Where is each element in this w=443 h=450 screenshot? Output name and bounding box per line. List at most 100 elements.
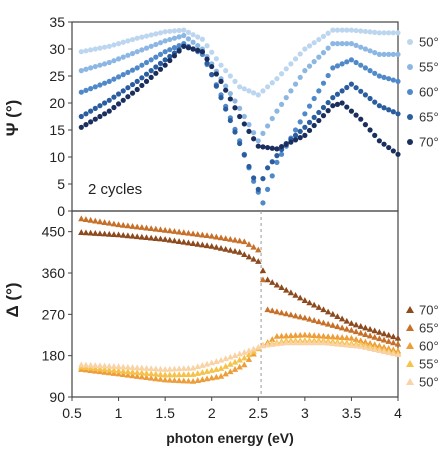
data-point [353, 112, 359, 118]
data-point [265, 144, 271, 151]
data-point [120, 363, 127, 370]
data-point [166, 371, 173, 378]
data-point [213, 358, 220, 364]
data-point [283, 332, 290, 339]
data-point [306, 43, 313, 49]
legend-label: 65° [419, 110, 439, 125]
data-point [264, 306, 271, 313]
data-point [227, 117, 233, 124]
data-point [153, 31, 159, 37]
data-point [175, 365, 183, 372]
y-tick-label: 25 [49, 68, 65, 84]
data-point [390, 77, 396, 83]
data-point [274, 108, 280, 114]
data-point [334, 313, 341, 320]
data-point [297, 51, 303, 57]
data-point [185, 364, 192, 371]
data-point [264, 276, 271, 283]
data-point [194, 363, 201, 370]
y-tick-label: 5 [57, 176, 65, 192]
data-point [362, 331, 369, 337]
x-tick-label: 2.5 [249, 405, 269, 421]
data-point [223, 87, 229, 93]
data-point [330, 103, 336, 109]
data-point [115, 74, 122, 80]
data-point [134, 364, 141, 371]
data-point [97, 62, 103, 68]
data-point [357, 329, 364, 336]
legend-marker [406, 378, 414, 385]
data-point [208, 367, 215, 373]
data-point [395, 51, 401, 58]
data-point [115, 91, 122, 97]
data-point [139, 34, 145, 40]
data-point [92, 63, 98, 70]
data-point [88, 119, 94, 125]
data-point [106, 78, 112, 84]
data-point [190, 32, 196, 38]
data-point [157, 51, 164, 58]
legend-label: 70° [419, 303, 439, 318]
data-point [185, 45, 192, 51]
data-point [288, 61, 294, 67]
data-point [115, 231, 122, 238]
data-point [320, 113, 327, 119]
data-point [372, 29, 378, 35]
data-point [367, 95, 373, 102]
data-point [134, 223, 141, 230]
data-point [366, 325, 374, 332]
data-point [339, 27, 345, 33]
data-point [181, 32, 187, 39]
data-point [236, 363, 243, 370]
y-tick-label: 35 [49, 14, 65, 30]
data-point [152, 365, 160, 372]
data-point [306, 63, 313, 69]
data-point [325, 108, 331, 114]
data-point [148, 32, 154, 38]
data-point [260, 130, 266, 136]
data-point [255, 246, 262, 253]
data-point [143, 33, 150, 39]
data-point [283, 95, 289, 101]
data-point [185, 239, 192, 246]
data-point [143, 369, 150, 376]
data-point [171, 237, 178, 244]
legend-label: 65° [419, 321, 439, 336]
data-point [110, 231, 118, 237]
data-point [166, 236, 173, 243]
data-point [171, 45, 178, 51]
data-point [134, 373, 141, 379]
x-tick-label: 3.5 [342, 405, 362, 421]
data-point [241, 354, 248, 361]
data-point [125, 94, 131, 100]
data-point [334, 63, 341, 69]
data-point [231, 366, 239, 372]
data-point [246, 163, 252, 170]
data-point [124, 371, 132, 378]
data-point [292, 127, 299, 133]
data-point [203, 360, 211, 367]
data-point [92, 105, 98, 111]
data-point [129, 67, 136, 73]
data-point [372, 99, 378, 105]
data-point [222, 355, 229, 362]
data-point [297, 119, 303, 125]
data-point [241, 152, 247, 158]
data-point [362, 122, 368, 128]
data-point [138, 233, 146, 240]
data-point [129, 90, 136, 96]
psi-panel: 0 5 10 15 20 25 30 35 Ψ (°) 2 cycles 50° 55° 60° 6… [3, 14, 439, 219]
data-point [106, 43, 112, 49]
data-point [143, 78, 150, 84]
data-point [380, 348, 388, 355]
data-point [292, 132, 299, 138]
data-point [320, 332, 327, 339]
data-point [376, 73, 382, 79]
data-point [232, 78, 238, 84]
data-point [147, 225, 155, 232]
data-point [278, 332, 285, 339]
data-point [96, 230, 104, 237]
data-point [175, 238, 183, 244]
data-point [245, 347, 253, 354]
data-point [92, 217, 99, 224]
